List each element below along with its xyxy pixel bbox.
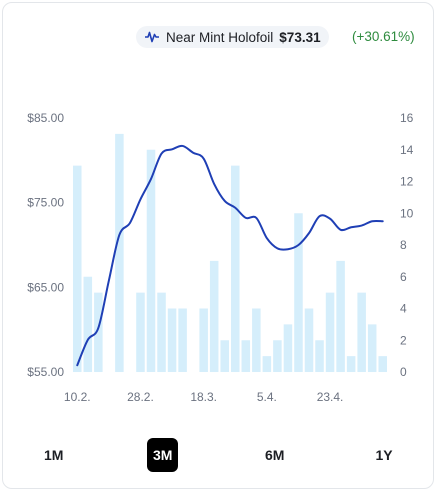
right-axis-tick-label: 16: [400, 111, 414, 125]
legend-series[interactable]: Near Mint Holofoil $73.31: [136, 26, 329, 48]
volume-bar: [146, 149, 156, 372]
volume-bar: [367, 324, 377, 373]
volume-bar: [220, 340, 229, 372]
right-axis-tick-label: 0: [400, 365, 407, 379]
volume-bar: [315, 340, 324, 372]
volume-bar: [167, 308, 177, 372]
x-axis-tick-label: 18.3.: [190, 390, 217, 404]
left-axis-tick-label: $75.00: [27, 196, 64, 210]
x-axis-tick-label: 28.2.: [127, 390, 154, 404]
volume-bar: [231, 165, 240, 373]
left-axis-tick-label: $65.00: [27, 280, 64, 294]
time-range-selector: 1M 3M 6M 1Y: [0, 438, 438, 478]
right-axis-tick-label: 4: [400, 302, 407, 316]
x-axis-tick-label: 23.4.: [317, 390, 344, 404]
volume-bar: [83, 276, 93, 372]
right-axis-tick-label: 6: [400, 270, 407, 284]
volume-bar: [357, 292, 366, 373]
range-3m-button[interactable]: 3M: [147, 438, 179, 472]
volume-bar: [252, 308, 261, 372]
volume-bar: [157, 292, 166, 373]
volume-bar: [283, 324, 293, 373]
volume-bar: [73, 165, 82, 373]
volume-bar: [115, 133, 124, 373]
right-axis-tick-label: 10: [400, 206, 414, 220]
legend-price: $73.31: [279, 29, 321, 45]
legend-label: Near Mint Holofoil: [166, 29, 274, 45]
volume-bar: [209, 260, 219, 373]
volume-bar: [262, 356, 272, 373]
price-change: (+30.61%): [352, 29, 415, 44]
volume-bar: [199, 308, 208, 372]
price-line: [76, 144, 384, 367]
range-6m-button[interactable]: 6M: [265, 447, 285, 463]
x-axis-tick-label: 5.4.: [257, 390, 277, 404]
volume-bar: [273, 340, 282, 372]
volume-bar: [136, 292, 145, 373]
right-axis-tick-label: 14: [400, 143, 414, 157]
volume-bar: [325, 292, 335, 373]
volume-bar: [336, 260, 345, 373]
left-axis-tick-label: $85.00: [27, 111, 64, 125]
right-axis-tick-label: 12: [400, 175, 414, 189]
range-1m-button[interactable]: 1M: [44, 447, 64, 463]
x-axis-tick-label: 10.2.: [64, 390, 91, 404]
volume-bar: [378, 356, 387, 373]
volume-bar: [304, 308, 314, 372]
volume-bar: [346, 356, 356, 373]
volume-bar: [94, 292, 103, 373]
right-axis-tick-label: 8: [400, 238, 407, 252]
volume-bar: [241, 340, 251, 372]
right-axis-tick-label: 2: [400, 333, 407, 347]
volume-bar: [178, 308, 187, 372]
volume-bar: [294, 213, 303, 372]
left-axis-tick-label: $55.00: [27, 365, 64, 379]
range-1y-button[interactable]: 1Y: [375, 447, 393, 463]
line-chart-icon: [145, 31, 159, 43]
